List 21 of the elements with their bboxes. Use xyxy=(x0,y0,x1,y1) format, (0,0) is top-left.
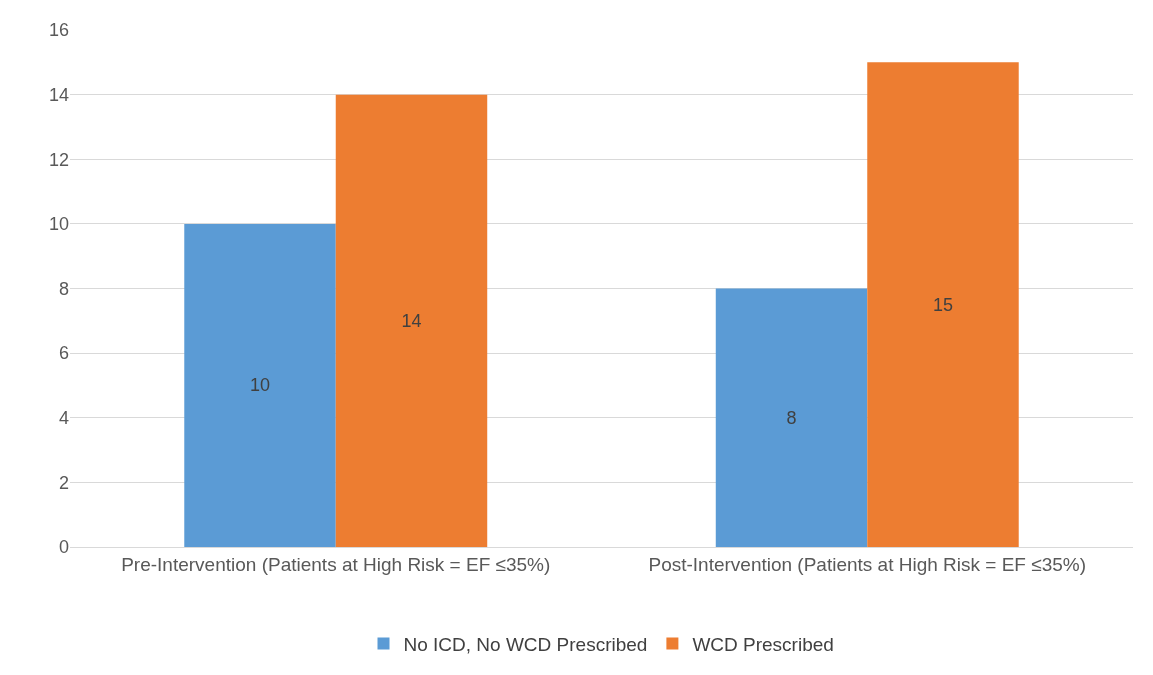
y-tick-label: 16 xyxy=(48,20,69,41)
y-tick-label: 14 xyxy=(48,84,69,105)
x-tick-label: Pre-Intervention (Patients at High Risk = EF ≤35%) xyxy=(121,553,551,575)
y-tick-label: 12 xyxy=(48,149,69,170)
y-tick-label: 0 xyxy=(58,537,69,558)
bar xyxy=(335,94,488,547)
y-tick-label: 10 xyxy=(48,214,69,235)
data-label: 10 xyxy=(249,375,271,396)
bar xyxy=(184,223,336,547)
y-tick-label: 2 xyxy=(58,472,69,493)
bar xyxy=(867,62,1019,547)
x-tick-label: Post-Intervention (Patients at High Risk = EF ≤35%) xyxy=(648,553,1087,575)
y-tick-label: 8 xyxy=(58,278,69,299)
data-label: 15 xyxy=(932,294,954,315)
y-tick-label: 6 xyxy=(58,343,69,364)
bar xyxy=(715,288,868,547)
data-label: 8 xyxy=(786,407,797,428)
y-tick-label: 4 xyxy=(58,408,69,429)
legend-label: No ICD, No WCD Prescribed xyxy=(403,633,648,655)
data-label: 14 xyxy=(401,310,422,331)
legend-label: WCD Prescribed xyxy=(692,633,834,655)
